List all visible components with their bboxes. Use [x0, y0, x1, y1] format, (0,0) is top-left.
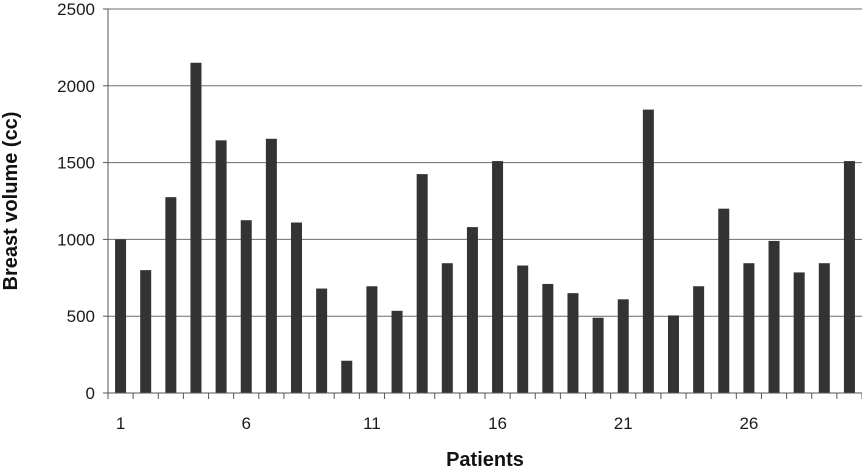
bar-patient-29 [818, 263, 830, 393]
x-tick-label: 26 [739, 414, 758, 433]
bar-patient-12 [391, 310, 403, 393]
bar-patient-30 [843, 161, 855, 393]
bar-patient-26 [743, 263, 755, 393]
bars [115, 62, 855, 393]
y-axis-title: Breast volume (cc) [0, 112, 22, 291]
bar-patient-21 [617, 299, 629, 393]
y-tick-label: 2500 [57, 0, 95, 19]
bar-patient-23 [668, 315, 679, 393]
bar-patient-2 [140, 270, 152, 393]
x-tick-label: 1 [116, 414, 125, 433]
x-tick-label: 21 [614, 414, 633, 433]
y-tick-labels: 0 500 1000 1500 2000 2500 [57, 0, 108, 403]
x-tick-label: 6 [241, 414, 250, 433]
bar-patient-9 [316, 288, 328, 393]
bar-patient-7 [265, 138, 277, 393]
bar-patient-18 [542, 283, 554, 393]
gridlines [108, 8, 862, 317]
bar-patient-10 [341, 360, 353, 393]
bar-patient-3 [165, 197, 177, 393]
bar-patient-25 [718, 208, 730, 393]
bar-patient-15 [466, 227, 478, 393]
bar-patient-8 [291, 222, 302, 393]
y-tick-label: 500 [67, 307, 95, 326]
y-tick-label: 1000 [57, 230, 95, 249]
bar-patient-14 [441, 263, 453, 393]
y-tick-label: 0 [86, 384, 95, 403]
bar-patient-24 [693, 286, 705, 393]
bar-patient-11 [366, 286, 378, 393]
bar-patient-19 [567, 293, 579, 393]
x-tick-label: 11 [363, 414, 381, 433]
bar-patient-28 [793, 272, 805, 393]
y-tick-label: 2000 [57, 77, 95, 96]
bar-patient-22 [642, 109, 654, 393]
x-tick-label: 16 [488, 414, 507, 433]
y-tick-label: 1500 [57, 154, 95, 173]
bar-patient-27 [768, 240, 780, 393]
bar-patient-6 [240, 220, 252, 393]
bar-patient-5 [215, 140, 227, 393]
bar-patient-13 [416, 174, 428, 393]
bar-patient-1 [115, 239, 127, 393]
bar-patient-20 [592, 317, 604, 393]
bar-patient-17 [517, 265, 529, 393]
bar-patient-4 [190, 62, 202, 393]
x-tick-labels: 1 6 11 16 21 26 [107, 393, 862, 433]
bar-patient-16 [492, 161, 504, 393]
x-axis-title: Patients [446, 449, 524, 467]
